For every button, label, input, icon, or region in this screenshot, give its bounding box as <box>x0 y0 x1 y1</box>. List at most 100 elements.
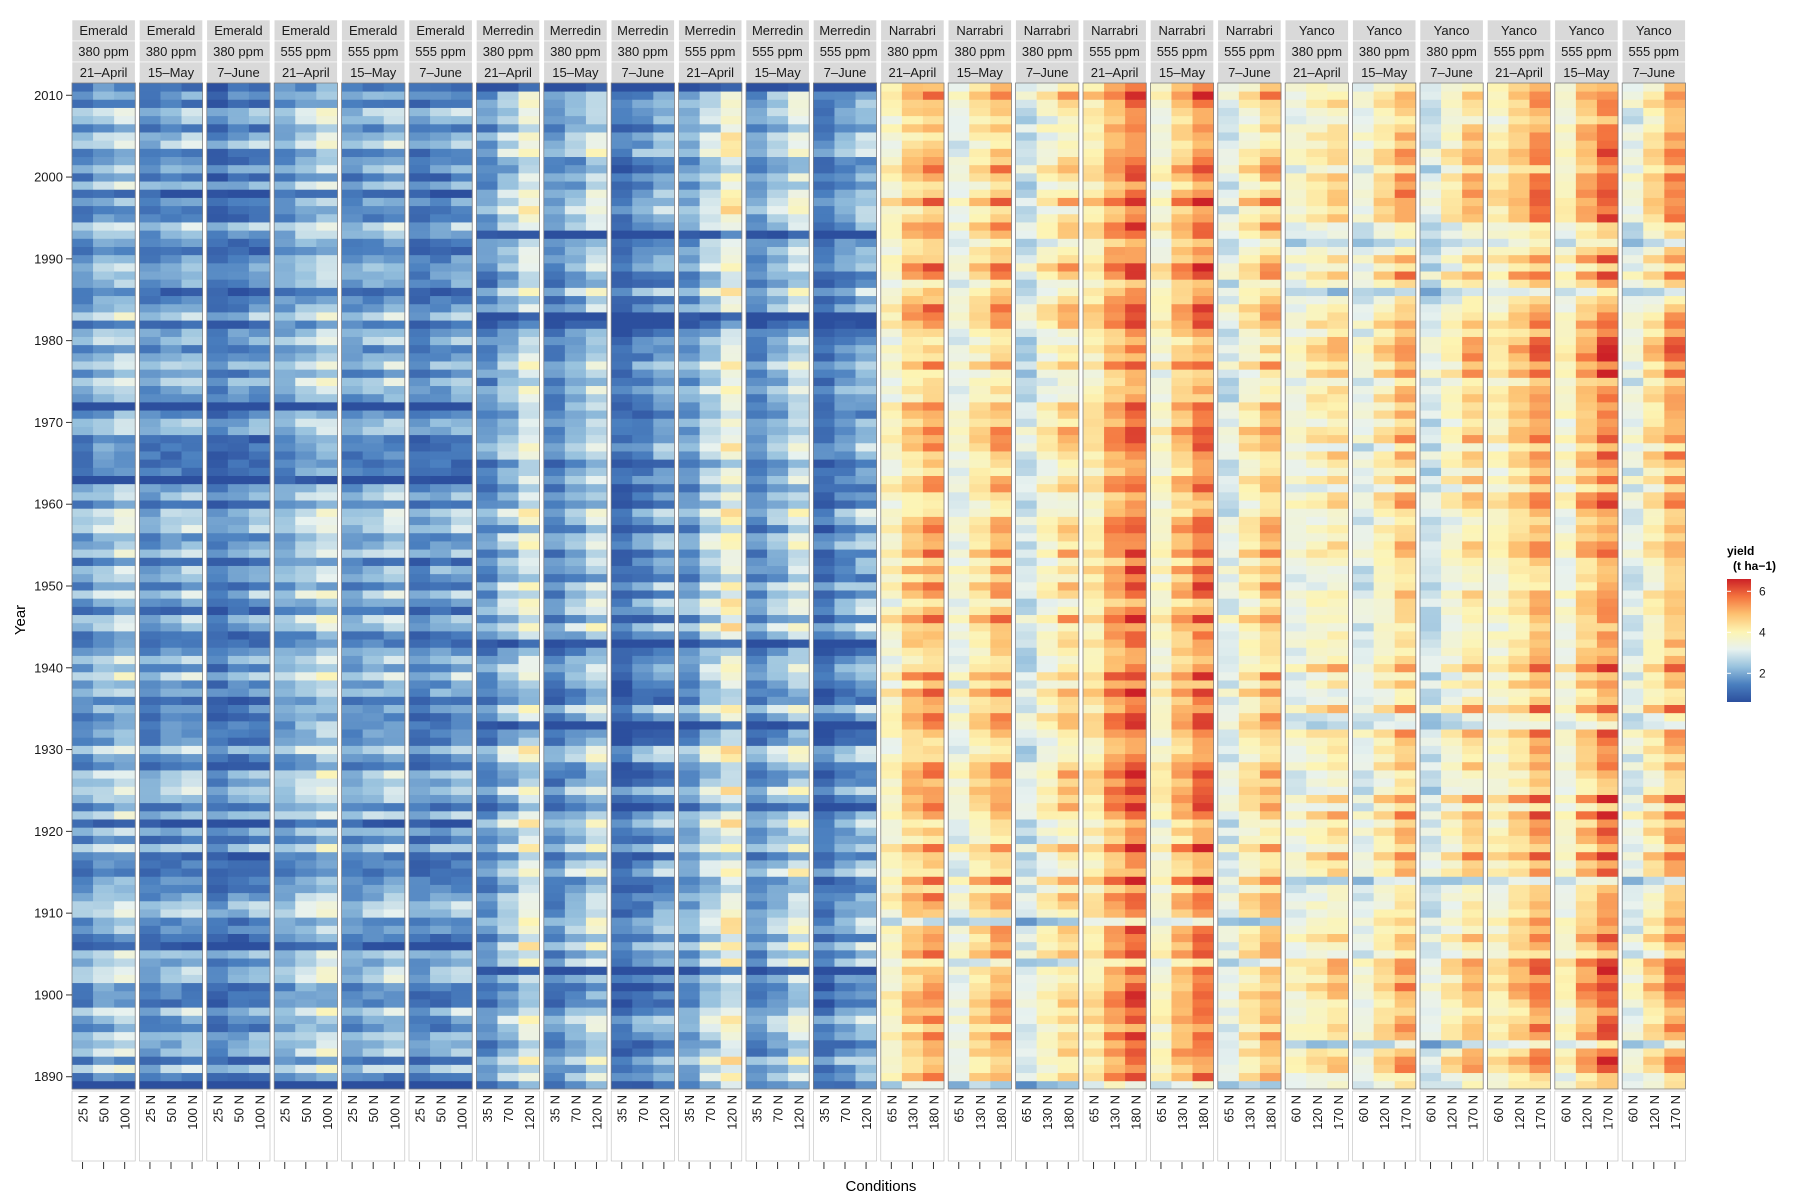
heatmap-cell <box>611 262 633 272</box>
heatmap-cell <box>383 156 406 166</box>
heatmap-cell <box>746 1031 768 1041</box>
heatmap-cell <box>451 1031 473 1041</box>
heatmap-cell <box>160 295 182 305</box>
heatmap-cell <box>720 164 743 174</box>
heatmap-cell <box>206 909 229 918</box>
heatmap-cell <box>430 982 452 992</box>
heatmap-cell <box>543 197 566 207</box>
heatmap-cell <box>409 123 431 133</box>
heatmap-cell <box>813 205 835 215</box>
heatmap-cell <box>632 843 654 853</box>
heatmap-cell <box>611 933 633 943</box>
heatmap-cell <box>476 369 498 378</box>
heatmap-cell <box>476 238 498 247</box>
heatmap-cell <box>72 892 94 902</box>
heatmap-cell <box>139 639 161 648</box>
heatmap-cell <box>451 246 473 256</box>
heatmap-cell <box>497 516 519 526</box>
heatmap-cell <box>834 295 856 305</box>
heatmap-cell <box>611 254 633 264</box>
heatmap-cell <box>632 1048 654 1057</box>
heatmap-cell <box>855 156 877 166</box>
heatmap-cell <box>813 132 835 141</box>
heatmap-cell <box>813 401 835 411</box>
heatmap-cell <box>813 532 835 542</box>
heatmap-cell <box>181 851 203 861</box>
heatmap-cell <box>767 254 789 264</box>
heatmap-cell <box>476 999 498 1008</box>
heatmap-cell <box>476 704 498 714</box>
heatmap-cell <box>248 156 271 166</box>
heatmap-cell <box>362 369 385 378</box>
heatmap-cell <box>632 966 654 975</box>
heatmap-cell <box>114 720 136 730</box>
heatmap-cell <box>409 254 431 264</box>
heatmap-cell <box>316 892 338 902</box>
heatmap-cell <box>72 884 94 894</box>
heatmap-cell <box>206 344 229 354</box>
heatmap-cell <box>518 352 540 362</box>
heatmap-cell <box>834 1031 856 1041</box>
heatmap-cell <box>181 753 203 763</box>
heatmap-cell <box>139 1039 161 1049</box>
heatmap-cell <box>788 909 810 918</box>
heatmap-cell <box>295 868 317 877</box>
heatmap-cell <box>227 990 250 1000</box>
heatmap-cell <box>653 843 675 853</box>
heatmap-cell <box>274 990 296 1000</box>
heatmap-cell <box>476 132 498 141</box>
heatmap-cell <box>678 132 701 141</box>
heatmap-cell <box>139 868 161 877</box>
heatmap-cell <box>181 254 203 264</box>
heatmap-cell <box>518 344 540 354</box>
heatmap-cell <box>476 761 498 771</box>
heatmap-cell <box>720 189 743 198</box>
heatmap-cell <box>653 303 675 313</box>
heatmap-cell <box>813 410 835 419</box>
heatmap-cell <box>834 115 856 125</box>
heatmap-cell <box>139 148 161 158</box>
heatmap-cell <box>855 925 877 935</box>
facet-strip-label: Merredin <box>617 23 668 38</box>
heatmap-cell <box>518 778 540 787</box>
heatmap-cell <box>72 990 94 1000</box>
heatmap-cell <box>901 205 924 215</box>
heatmap-cell <box>813 222 835 231</box>
heatmap-cell <box>295 524 317 534</box>
heatmap-cell <box>160 328 182 337</box>
heatmap-cell <box>181 663 203 673</box>
heatmap-cell <box>274 1023 296 1033</box>
heatmap-cell <box>295 1072 317 1082</box>
heatmap-cell <box>653 999 675 1008</box>
heatmap-cell <box>93 361 115 370</box>
heatmap-cell <box>788 655 810 665</box>
heatmap-cell <box>295 581 317 591</box>
heatmap-cell <box>362 140 385 149</box>
heatmap-cell <box>160 1031 182 1041</box>
heatmap-cell <box>653 1007 675 1016</box>
heatmap-cell <box>720 541 743 550</box>
heatmap-cell <box>206 336 229 346</box>
heatmap-cell <box>316 254 338 264</box>
heatmap-cell <box>699 573 722 583</box>
heatmap-cell <box>93 197 115 207</box>
heatmap-cell <box>746 843 768 853</box>
heatmap-cell <box>880 1048 903 1057</box>
heatmap-cell <box>160 500 182 509</box>
heatmap-cell <box>632 361 654 370</box>
heatmap-cell <box>880 254 903 264</box>
heatmap-cell <box>834 320 856 329</box>
heatmap-cell <box>746 680 768 689</box>
heatmap-cell <box>788 671 810 681</box>
heatmap-cell <box>497 827 519 836</box>
heatmap-cell <box>834 532 856 542</box>
heatmap-cell <box>451 189 473 198</box>
heatmap-cell <box>585 508 608 517</box>
heatmap-cell <box>813 761 835 771</box>
heatmap-cell <box>114 770 136 779</box>
heatmap-cell <box>274 819 296 828</box>
heatmap-cell <box>543 115 566 125</box>
heatmap-cell <box>880 491 903 501</box>
heatmap-cell <box>834 352 856 362</box>
heatmap-cell <box>497 123 519 133</box>
